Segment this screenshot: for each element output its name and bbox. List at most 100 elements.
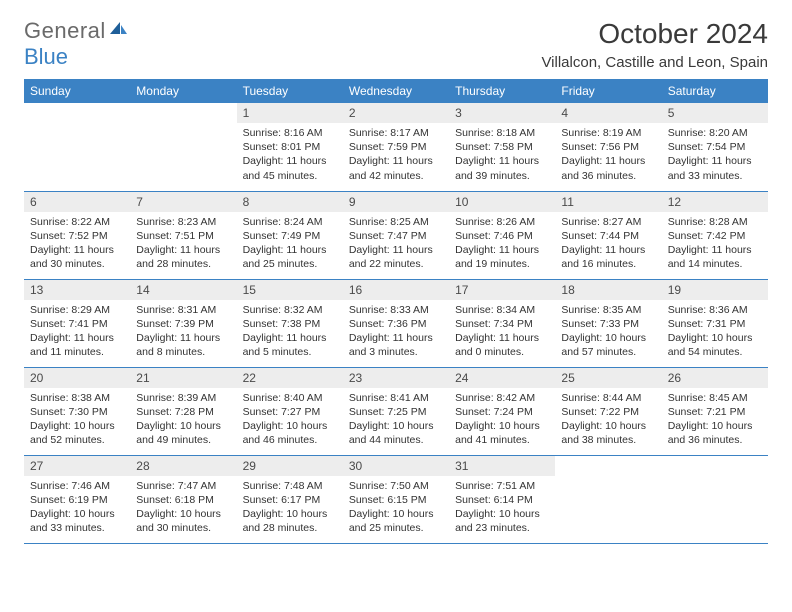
daylight-line1: Daylight: 11 hours (243, 154, 337, 168)
sail-icon (108, 18, 128, 44)
day-body: Sunrise: 8:36 AMSunset: 7:31 PMDaylight:… (662, 300, 768, 365)
daylight-line2: and 39 minutes. (455, 169, 549, 183)
calendar-day-cell: .. (24, 103, 130, 191)
calendar-day-cell: 26Sunrise: 8:45 AMSunset: 7:21 PMDayligh… (662, 367, 768, 455)
day-number: 3 (449, 103, 555, 123)
sunrise-text: Sunrise: 8:25 AM (349, 215, 443, 229)
daylight-line2: and 28 minutes. (243, 521, 337, 535)
calendar-day-cell: 22Sunrise: 8:40 AMSunset: 7:27 PMDayligh… (237, 367, 343, 455)
day-number: 14 (130, 280, 236, 300)
day-body: Sunrise: 8:39 AMSunset: 7:28 PMDaylight:… (130, 388, 236, 453)
daylight-line1: Daylight: 11 hours (349, 331, 443, 345)
sunset-text: Sunset: 7:30 PM (30, 405, 124, 419)
day-number: 9 (343, 192, 449, 212)
sunrise-text: Sunrise: 8:19 AM (561, 126, 655, 140)
day-body: Sunrise: 7:51 AMSunset: 6:14 PMDaylight:… (449, 476, 555, 541)
day-body: Sunrise: 8:24 AMSunset: 7:49 PMDaylight:… (237, 212, 343, 277)
calendar-day-cell: 12Sunrise: 8:28 AMSunset: 7:42 PMDayligh… (662, 191, 768, 279)
day-body: Sunrise: 8:38 AMSunset: 7:30 PMDaylight:… (24, 388, 130, 453)
sunrise-text: Sunrise: 8:35 AM (561, 303, 655, 317)
day-body: Sunrise: 8:40 AMSunset: 7:27 PMDaylight:… (237, 388, 343, 453)
day-body: Sunrise: 8:26 AMSunset: 7:46 PMDaylight:… (449, 212, 555, 277)
daylight-line1: Daylight: 10 hours (668, 419, 762, 433)
sunrise-text: Sunrise: 7:48 AM (243, 479, 337, 493)
daylight-line2: and 5 minutes. (243, 345, 337, 359)
day-number: 12 (662, 192, 768, 212)
calendar-day-cell: 11Sunrise: 8:27 AMSunset: 7:44 PMDayligh… (555, 191, 661, 279)
sunset-text: Sunset: 7:38 PM (243, 317, 337, 331)
daylight-line1: Daylight: 10 hours (668, 331, 762, 345)
daylight-line2: and 25 minutes. (349, 521, 443, 535)
day-body: Sunrise: 8:34 AMSunset: 7:34 PMDaylight:… (449, 300, 555, 365)
daylight-line1: Daylight: 11 hours (561, 243, 655, 257)
day-body: Sunrise: 8:35 AMSunset: 7:33 PMDaylight:… (555, 300, 661, 365)
calendar-day-cell: 8Sunrise: 8:24 AMSunset: 7:49 PMDaylight… (237, 191, 343, 279)
daylight-line2: and 49 minutes. (136, 433, 230, 447)
sunset-text: Sunset: 7:54 PM (668, 140, 762, 154)
daylight-line1: Daylight: 11 hours (455, 154, 549, 168)
daylight-line2: and 41 minutes. (455, 433, 549, 447)
calendar-day-cell: 27Sunrise: 7:46 AMSunset: 6:19 PMDayligh… (24, 455, 130, 543)
day-number: 24 (449, 368, 555, 388)
daylight-line2: and 38 minutes. (561, 433, 655, 447)
calendar-day-cell: 1Sunrise: 8:16 AMSunset: 8:01 PMDaylight… (237, 103, 343, 191)
daylight-line1: Daylight: 11 hours (561, 154, 655, 168)
calendar-day-cell: 10Sunrise: 8:26 AMSunset: 7:46 PMDayligh… (449, 191, 555, 279)
day-number: 6 (24, 192, 130, 212)
daylight-line2: and 36 minutes. (668, 433, 762, 447)
daylight-line1: Daylight: 11 hours (136, 243, 230, 257)
daylight-line2: and 36 minutes. (561, 169, 655, 183)
sunrise-text: Sunrise: 8:45 AM (668, 391, 762, 405)
calendar-day-cell: 15Sunrise: 8:32 AMSunset: 7:38 PMDayligh… (237, 279, 343, 367)
sunset-text: Sunset: 7:51 PM (136, 229, 230, 243)
calendar-day-cell: 30Sunrise: 7:50 AMSunset: 6:15 PMDayligh… (343, 455, 449, 543)
calendar-body: ....1Sunrise: 8:16 AMSunset: 8:01 PMDayl… (24, 103, 768, 543)
day-number: 8 (237, 192, 343, 212)
sunrise-text: Sunrise: 7:50 AM (349, 479, 443, 493)
daylight-line2: and 23 minutes. (455, 521, 549, 535)
daylight-line1: Daylight: 11 hours (30, 331, 124, 345)
day-body: Sunrise: 8:41 AMSunset: 7:25 PMDaylight:… (343, 388, 449, 453)
calendar-week-row: ....1Sunrise: 8:16 AMSunset: 8:01 PMDayl… (24, 103, 768, 191)
sunset-text: Sunset: 6:17 PM (243, 493, 337, 507)
calendar-day-cell: 24Sunrise: 8:42 AMSunset: 7:24 PMDayligh… (449, 367, 555, 455)
sunset-text: Sunset: 7:27 PM (243, 405, 337, 419)
daylight-line1: Daylight: 11 hours (349, 154, 443, 168)
day-body: Sunrise: 7:50 AMSunset: 6:15 PMDaylight:… (343, 476, 449, 541)
calendar-day-cell: 14Sunrise: 8:31 AMSunset: 7:39 PMDayligh… (130, 279, 236, 367)
calendar-week-row: 27Sunrise: 7:46 AMSunset: 6:19 PMDayligh… (24, 455, 768, 543)
daylight-line1: Daylight: 10 hours (349, 419, 443, 433)
daylight-line1: Daylight: 10 hours (136, 419, 230, 433)
day-number: 25 (555, 368, 661, 388)
daylight-line1: Daylight: 11 hours (136, 331, 230, 345)
sunset-text: Sunset: 7:25 PM (349, 405, 443, 419)
sunrise-text: Sunrise: 8:22 AM (30, 215, 124, 229)
daylight-line2: and 28 minutes. (136, 257, 230, 271)
daylight-line1: Daylight: 10 hours (243, 419, 337, 433)
sunset-text: Sunset: 7:39 PM (136, 317, 230, 331)
daylight-line2: and 16 minutes. (561, 257, 655, 271)
daylight-line1: Daylight: 10 hours (561, 331, 655, 345)
day-number: 28 (130, 456, 236, 476)
day-body: Sunrise: 7:48 AMSunset: 6:17 PMDaylight:… (237, 476, 343, 541)
weekday-header: Thursday (449, 79, 555, 103)
daylight-line1: Daylight: 10 hours (30, 419, 124, 433)
sunrise-text: Sunrise: 8:41 AM (349, 391, 443, 405)
day-body: Sunrise: 8:18 AMSunset: 7:58 PMDaylight:… (449, 123, 555, 188)
daylight-line2: and 42 minutes. (349, 169, 443, 183)
sunrise-text: Sunrise: 8:32 AM (243, 303, 337, 317)
sunset-text: Sunset: 7:44 PM (561, 229, 655, 243)
sunrise-text: Sunrise: 8:34 AM (455, 303, 549, 317)
day-body: Sunrise: 8:22 AMSunset: 7:52 PMDaylight:… (24, 212, 130, 277)
daylight-line2: and 33 minutes. (668, 169, 762, 183)
calendar-table: SundayMondayTuesdayWednesdayThursdayFrid… (24, 79, 768, 544)
daylight-line1: Daylight: 10 hours (136, 507, 230, 521)
daylight-line1: Daylight: 11 hours (668, 243, 762, 257)
weekday-header: Saturday (662, 79, 768, 103)
sunrise-text: Sunrise: 8:20 AM (668, 126, 762, 140)
day-number: 31 (449, 456, 555, 476)
daylight-line1: Daylight: 11 hours (243, 243, 337, 257)
header: General October 2024 Villalcon, Castille… (24, 18, 768, 71)
sunset-text: Sunset: 6:15 PM (349, 493, 443, 507)
day-number: 2 (343, 103, 449, 123)
